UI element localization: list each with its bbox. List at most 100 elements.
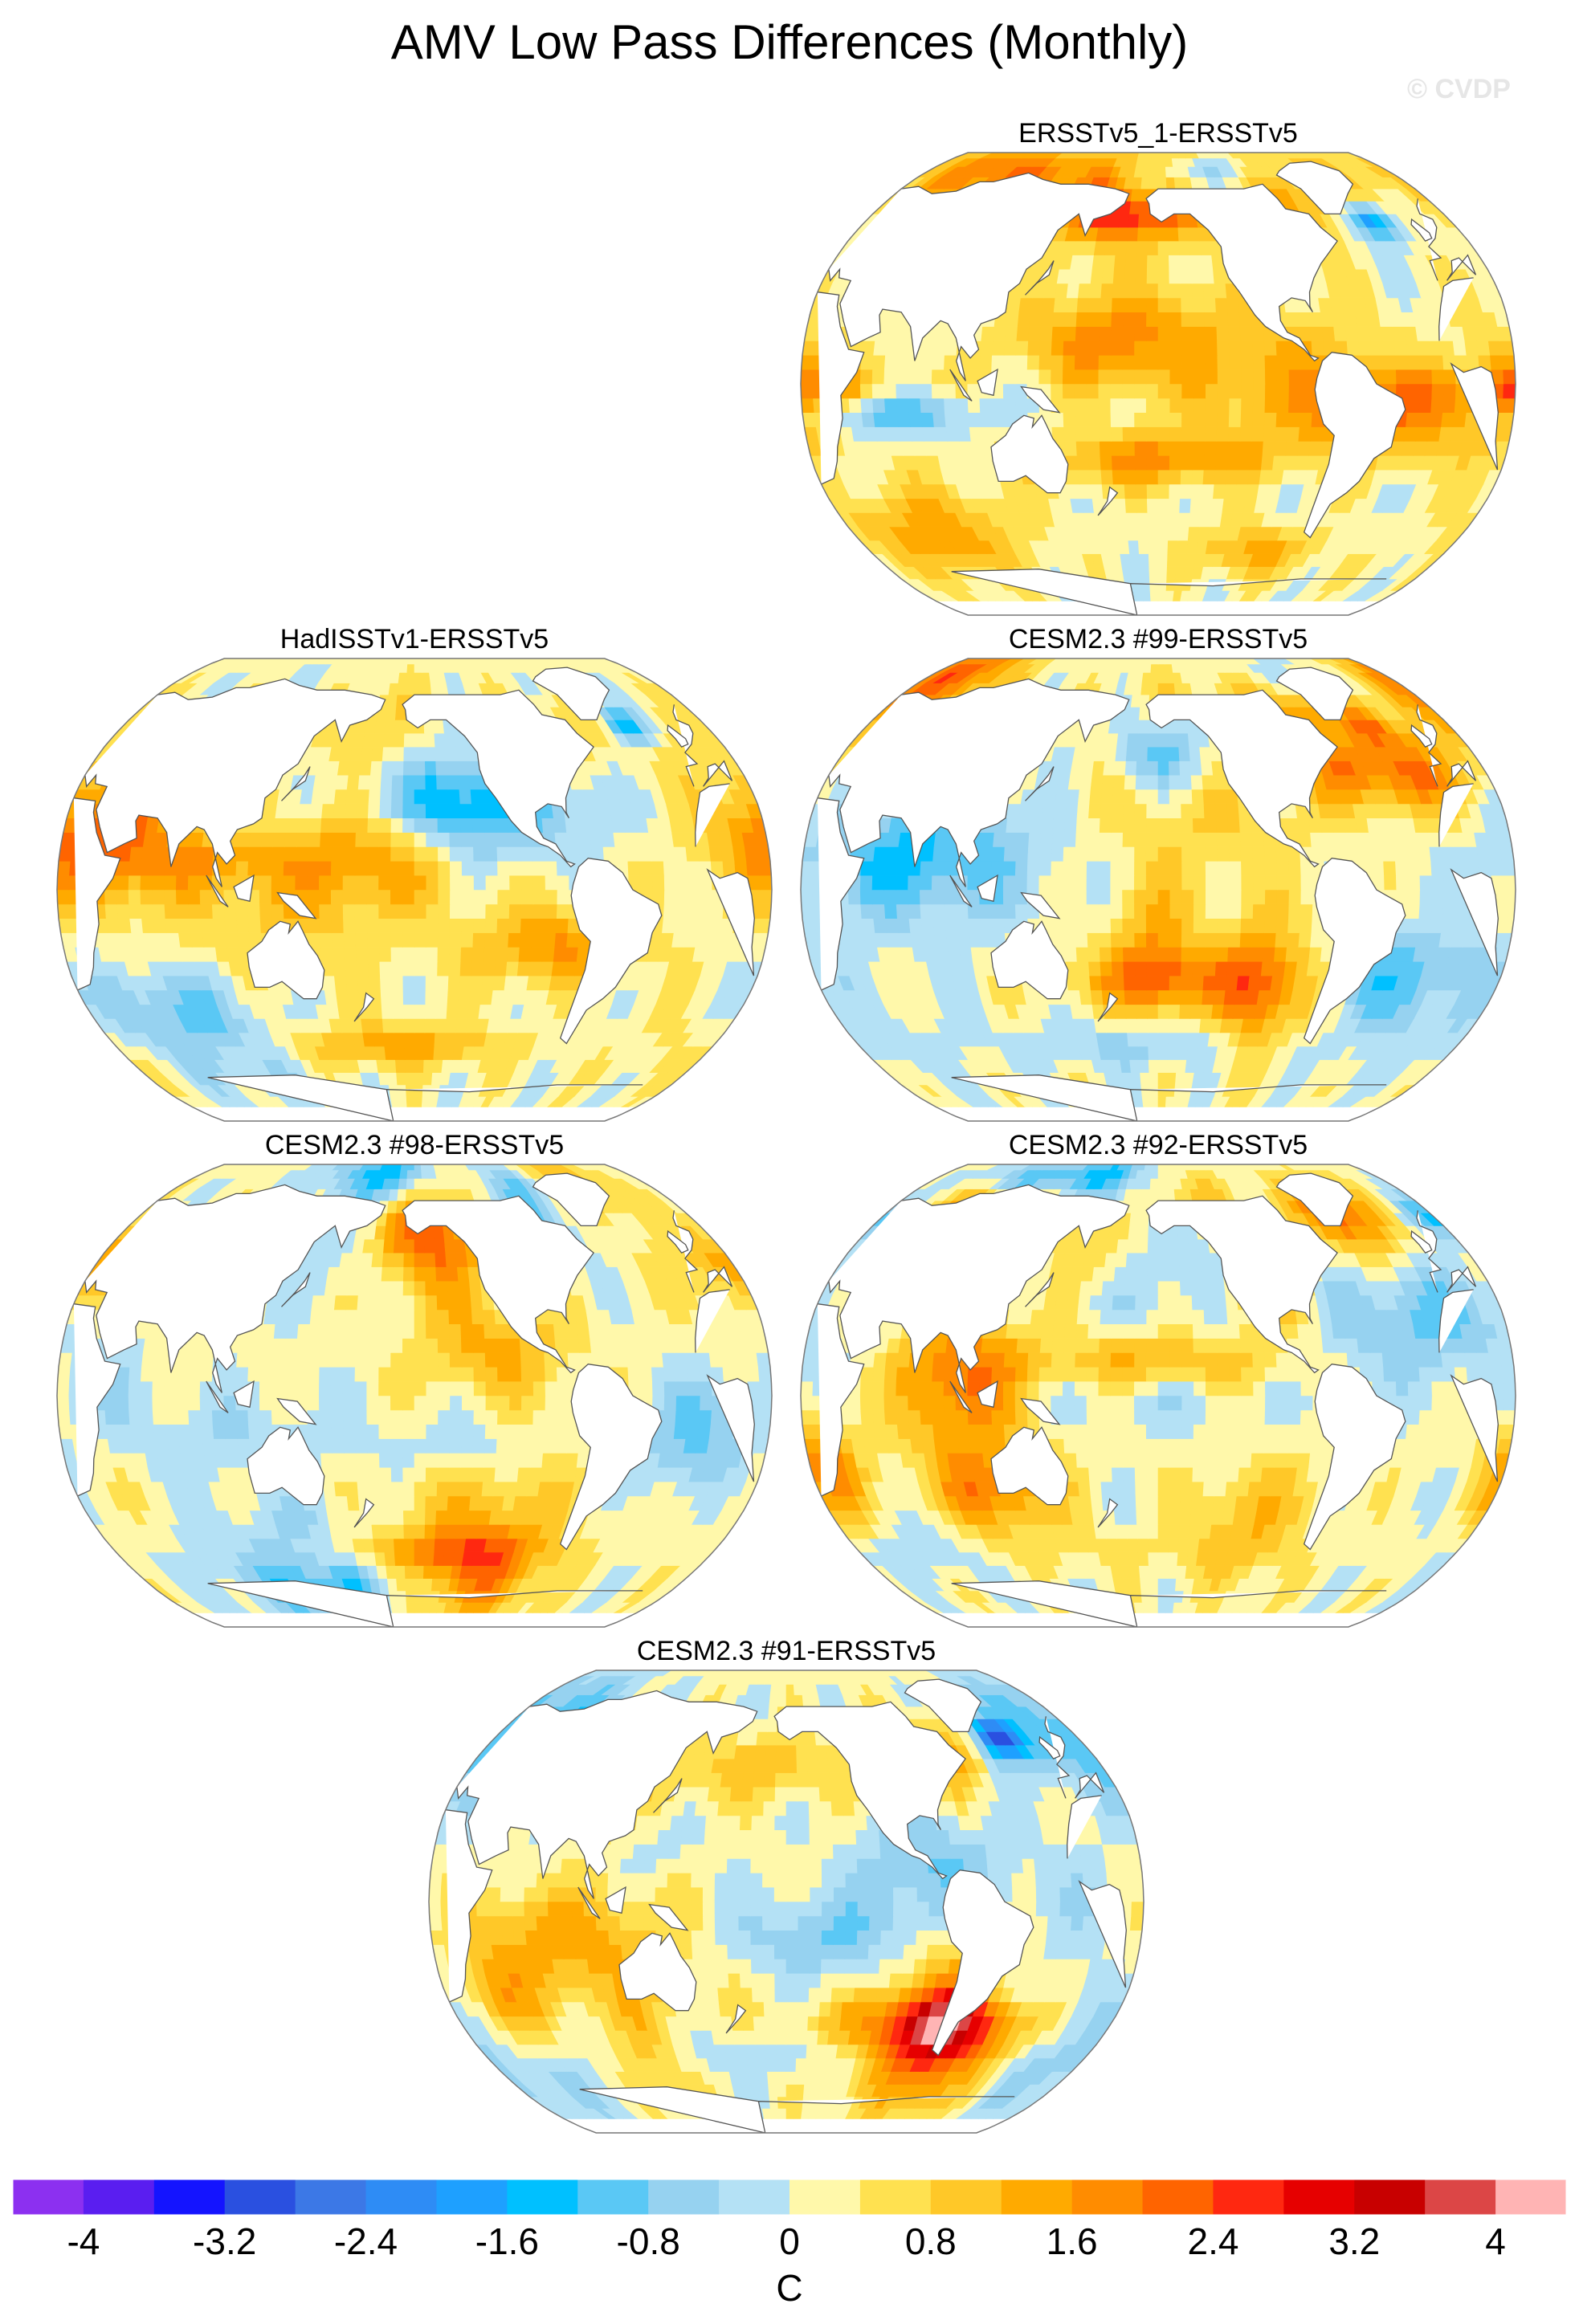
sst-cell	[1214, 283, 1227, 299]
sst-cell	[1157, 1004, 1170, 1019]
sst-cell	[1136, 498, 1149, 513]
sst-cell	[390, 918, 403, 933]
sst-cell	[1136, 240, 1149, 255]
sst-cell	[496, 832, 509, 847]
sst-cell	[991, 903, 1005, 919]
sst-cell	[935, 441, 950, 456]
sst-cell	[640, 875, 654, 891]
sst-cell	[1088, 455, 1102, 471]
sst-cell	[1110, 340, 1124, 356]
sst-cell	[1075, 918, 1088, 933]
sst-cell	[945, 932, 960, 948]
sst-cell	[259, 889, 272, 905]
sst-cell	[1419, 369, 1433, 385]
sst-cell	[330, 903, 344, 919]
sst-cell	[1051, 383, 1063, 399]
sst-cell	[1203, 960, 1217, 976]
sst-cell	[520, 846, 534, 862]
sst-cell	[685, 846, 700, 862]
sst-cell	[200, 846, 214, 862]
sst-cell	[1147, 1018, 1159, 1034]
sst-cell	[140, 875, 153, 891]
sst-cell	[1157, 469, 1170, 485]
sst-cell	[1169, 455, 1182, 471]
sst-cell	[1310, 426, 1324, 442]
sst-cell	[331, 846, 345, 862]
sst-cell	[885, 412, 900, 427]
sst-cell	[908, 412, 923, 427]
sst-cell	[214, 947, 230, 962]
sst-cell	[1217, 369, 1230, 385]
sst-cell	[1199, 240, 1212, 255]
sst-cell	[1298, 426, 1312, 442]
sst-cell	[378, 903, 391, 919]
sst-cell	[426, 817, 439, 833]
sst-cell	[1082, 153, 1096, 159]
sst-cell	[414, 960, 426, 976]
sst-cell	[1168, 226, 1180, 242]
sst-cell	[377, 1072, 390, 1086]
sst-cell	[1074, 355, 1087, 370]
sst-cell	[960, 153, 981, 159]
sst-cell	[332, 817, 345, 833]
sst-cell	[1027, 340, 1041, 356]
sst-cell	[757, 903, 772, 919]
sst-cell	[1146, 455, 1159, 471]
sst-cell	[414, 732, 426, 748]
sst-cell	[1106, 526, 1119, 541]
sst-cell	[398, 672, 408, 683]
sst-cell	[414, 1096, 423, 1107]
sst-cell	[1204, 326, 1218, 341]
sst-cell	[1038, 340, 1053, 356]
sst-cell	[1124, 1004, 1137, 1019]
sst-cell	[296, 817, 311, 833]
sst-cell	[104, 889, 118, 905]
sst-cell	[1122, 426, 1136, 442]
sst-cell	[1122, 398, 1135, 414]
sst-cell	[458, 774, 471, 790]
sst-cell	[394, 1059, 406, 1073]
sst-cell	[369, 760, 383, 776]
sst-cell	[473, 889, 487, 905]
sst-cell	[1149, 566, 1159, 580]
sst-cell	[1276, 383, 1290, 399]
sst-cell	[1260, 455, 1275, 471]
sst-cell	[967, 153, 988, 159]
sst-cell	[1168, 498, 1181, 513]
sst-cell	[496, 846, 510, 862]
sst-cell	[987, 153, 1006, 159]
sst-cell	[859, 383, 873, 399]
sst-cell	[1193, 903, 1206, 919]
sst-cell	[386, 707, 397, 720]
sst-cell	[849, 918, 864, 933]
sst-cell	[153, 846, 167, 862]
sst-cell	[956, 918, 970, 933]
sst-cell	[1189, 1004, 1203, 1019]
sst-cell	[376, 1059, 388, 1073]
sst-cell	[557, 889, 570, 905]
sst-cell	[544, 918, 557, 933]
sst-cell	[1300, 383, 1314, 399]
sst-cell	[330, 889, 344, 905]
sst-cell	[1395, 369, 1409, 385]
sst-cell	[886, 932, 901, 948]
sst-cell	[1393, 340, 1408, 356]
sst-cell	[1101, 268, 1115, 284]
sst-cell	[414, 1018, 426, 1034]
sst-cell	[1234, 989, 1249, 1005]
sst-cell	[337, 1004, 351, 1019]
sst-cell	[308, 817, 322, 833]
sst-cell	[1358, 340, 1373, 356]
sst-cell	[1145, 369, 1159, 385]
sst-cell	[1087, 426, 1100, 442]
sst-cell	[342, 903, 356, 919]
sst-cell	[1239, 153, 1255, 159]
sst-cell	[1133, 1096, 1144, 1107]
sst-cell	[1051, 426, 1065, 442]
sst-cell	[1086, 355, 1100, 370]
sst-cell	[1135, 975, 1148, 991]
sst-cell	[349, 746, 363, 761]
sst-cell	[1227, 947, 1241, 962]
sst-cell	[883, 398, 898, 414]
sst-cell	[435, 989, 449, 1005]
